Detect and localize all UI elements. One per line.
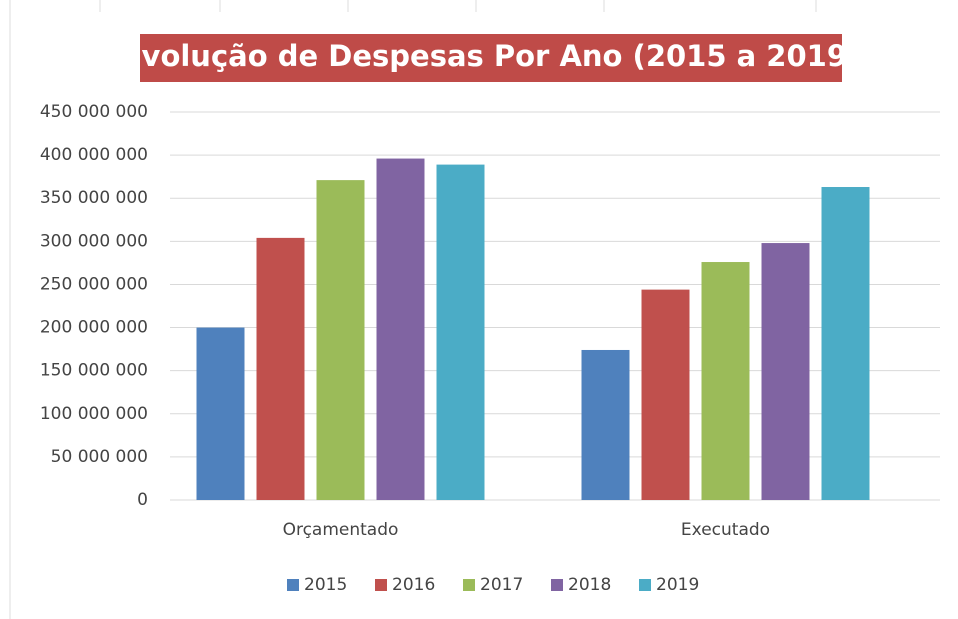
bar — [761, 243, 810, 500]
sheet-lines — [9, 0, 817, 619]
legend-swatch — [639, 579, 651, 591]
y-tick-label: 250 000 000 — [40, 274, 148, 294]
bar — [376, 158, 425, 500]
y-tick-label: 450 000 000 — [40, 102, 148, 122]
x-tick-label: Executado — [681, 520, 770, 540]
y-tick-label: 50 000 000 — [51, 447, 148, 467]
y-tick-label: 150 000 000 — [40, 361, 148, 381]
y-tick-label: 300 000 000 — [40, 231, 148, 251]
bar — [436, 164, 485, 500]
legend-swatch — [375, 579, 387, 591]
legend-label: 2019 — [656, 575, 699, 595]
y-tick-label: 200 000 000 — [40, 318, 148, 338]
legend-label: 2017 — [480, 575, 523, 595]
legend-label: 2018 — [568, 575, 611, 595]
legend-label: 2016 — [392, 575, 435, 595]
legend-swatch — [463, 579, 475, 591]
y-tick-label: 0 — [137, 490, 148, 510]
y-tick-label: 400 000 000 — [40, 145, 148, 165]
bar — [641, 289, 690, 500]
bar — [256, 237, 305, 500]
legend-swatch — [287, 579, 299, 591]
title-box — [140, 34, 842, 82]
bar — [316, 180, 365, 501]
x-tick-label: Orçamentado — [283, 520, 399, 540]
bar — [821, 187, 870, 500]
bar — [196, 327, 245, 500]
legend-swatch — [551, 579, 563, 591]
bar — [701, 262, 750, 500]
chart-title: Evolução de Despesas Por Ano (2015 a 201… — [122, 39, 861, 73]
y-tick-label: 100 000 000 — [40, 404, 148, 424]
bar — [581, 349, 630, 500]
legend-label: 2015 — [304, 575, 347, 595]
y-tick-label: 350 000 000 — [40, 188, 148, 208]
